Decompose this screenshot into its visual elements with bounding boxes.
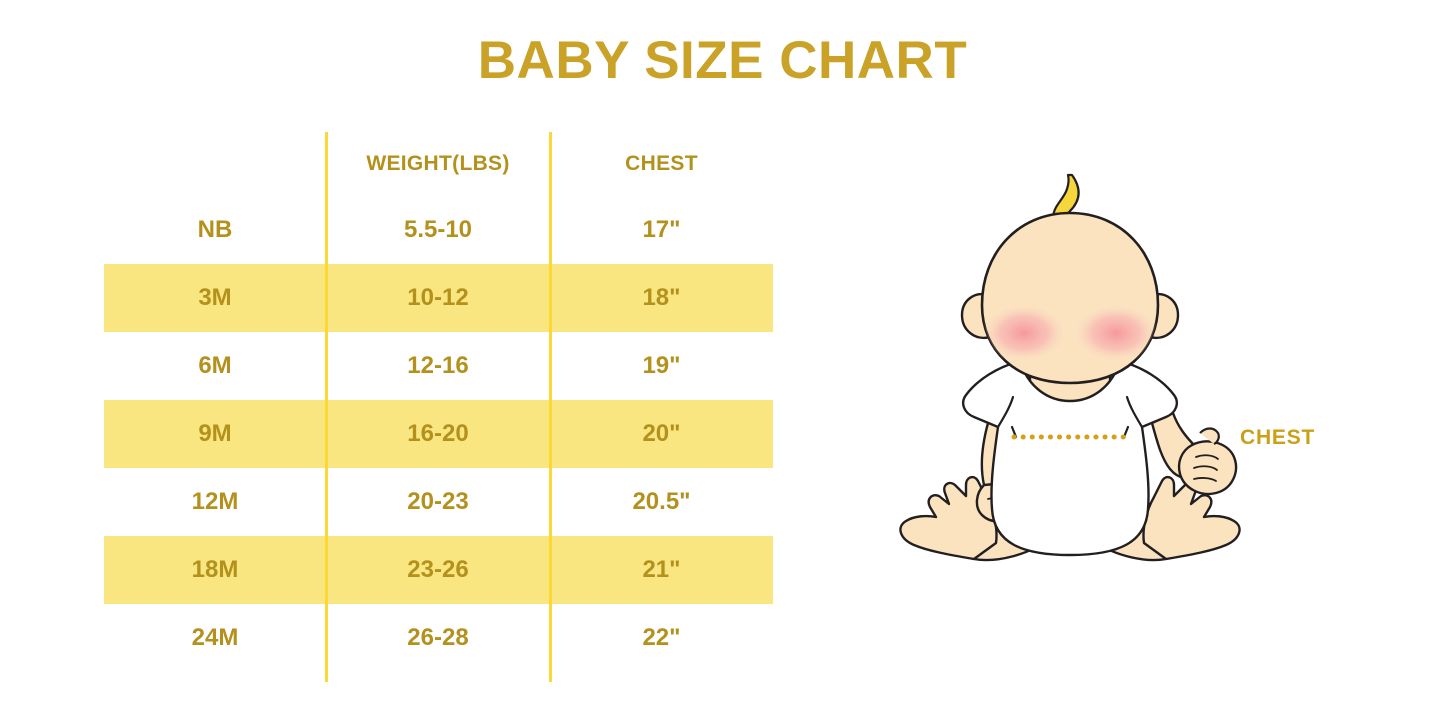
baby-illustration (870, 155, 1270, 605)
cell-chest: 20" (642, 420, 681, 447)
size-table: WEIGHT(LBS) CHEST NB 5.5-10 17" 3M 10-12… (104, 132, 773, 672)
header-cell-chest: CHEST (625, 152, 698, 175)
cell-weight: 20-23 (407, 488, 469, 515)
chest-measurement-line (1010, 425, 1131, 440)
chest-measurement-label: CHEST (1240, 426, 1316, 449)
table-row: 9M 16-20 20" (104, 400, 773, 468)
header-cell-weight: WEIGHT(LBS) (366, 152, 510, 175)
cell-weight: 23-26 (407, 556, 469, 583)
cell-weight: 12-16 (407, 352, 469, 379)
header-cell-size (104, 132, 326, 196)
cell-size: 12M (191, 488, 239, 515)
table-row: 24M 26-28 22" (104, 604, 773, 672)
cell-chest: 19" (642, 352, 681, 379)
cell-size: 3M (198, 284, 232, 311)
cell-chest: 20.5" (632, 488, 691, 515)
blush-left (982, 303, 1068, 363)
page-title: BABY SIZE CHART (477, 31, 968, 90)
baby-head (960, 173, 1180, 385)
cell-chest: 18" (642, 284, 681, 311)
cell-size: 24M (191, 624, 239, 651)
cell-weight: 10-12 (407, 284, 469, 311)
cell-size: NB (197, 216, 233, 243)
cell-weight: 16-20 (407, 420, 469, 447)
blush-right (1072, 303, 1158, 363)
cell-size: 18M (191, 556, 239, 583)
cell-chest: 22" (642, 624, 681, 651)
column-divider-1 (325, 132, 328, 682)
table-row: 6M 12-16 19" (104, 332, 773, 400)
cell-chest: 17" (642, 216, 681, 243)
table-row: NB 5.5-10 17" (104, 196, 773, 264)
cell-weight: 26-28 (407, 624, 469, 651)
cell-size: 9M (198, 420, 232, 447)
cell-size: 6M (198, 352, 232, 379)
column-divider-2 (549, 132, 552, 682)
table-row: 12M 20-23 20.5" (104, 468, 773, 536)
table-header-row: WEIGHT(LBS) CHEST (104, 132, 773, 196)
cell-chest: 21" (642, 556, 681, 583)
table-row: 18M 23-26 21" (104, 536, 773, 604)
cell-weight: 5.5-10 (403, 216, 473, 243)
table-row: 3M 10-12 18" (104, 264, 773, 332)
